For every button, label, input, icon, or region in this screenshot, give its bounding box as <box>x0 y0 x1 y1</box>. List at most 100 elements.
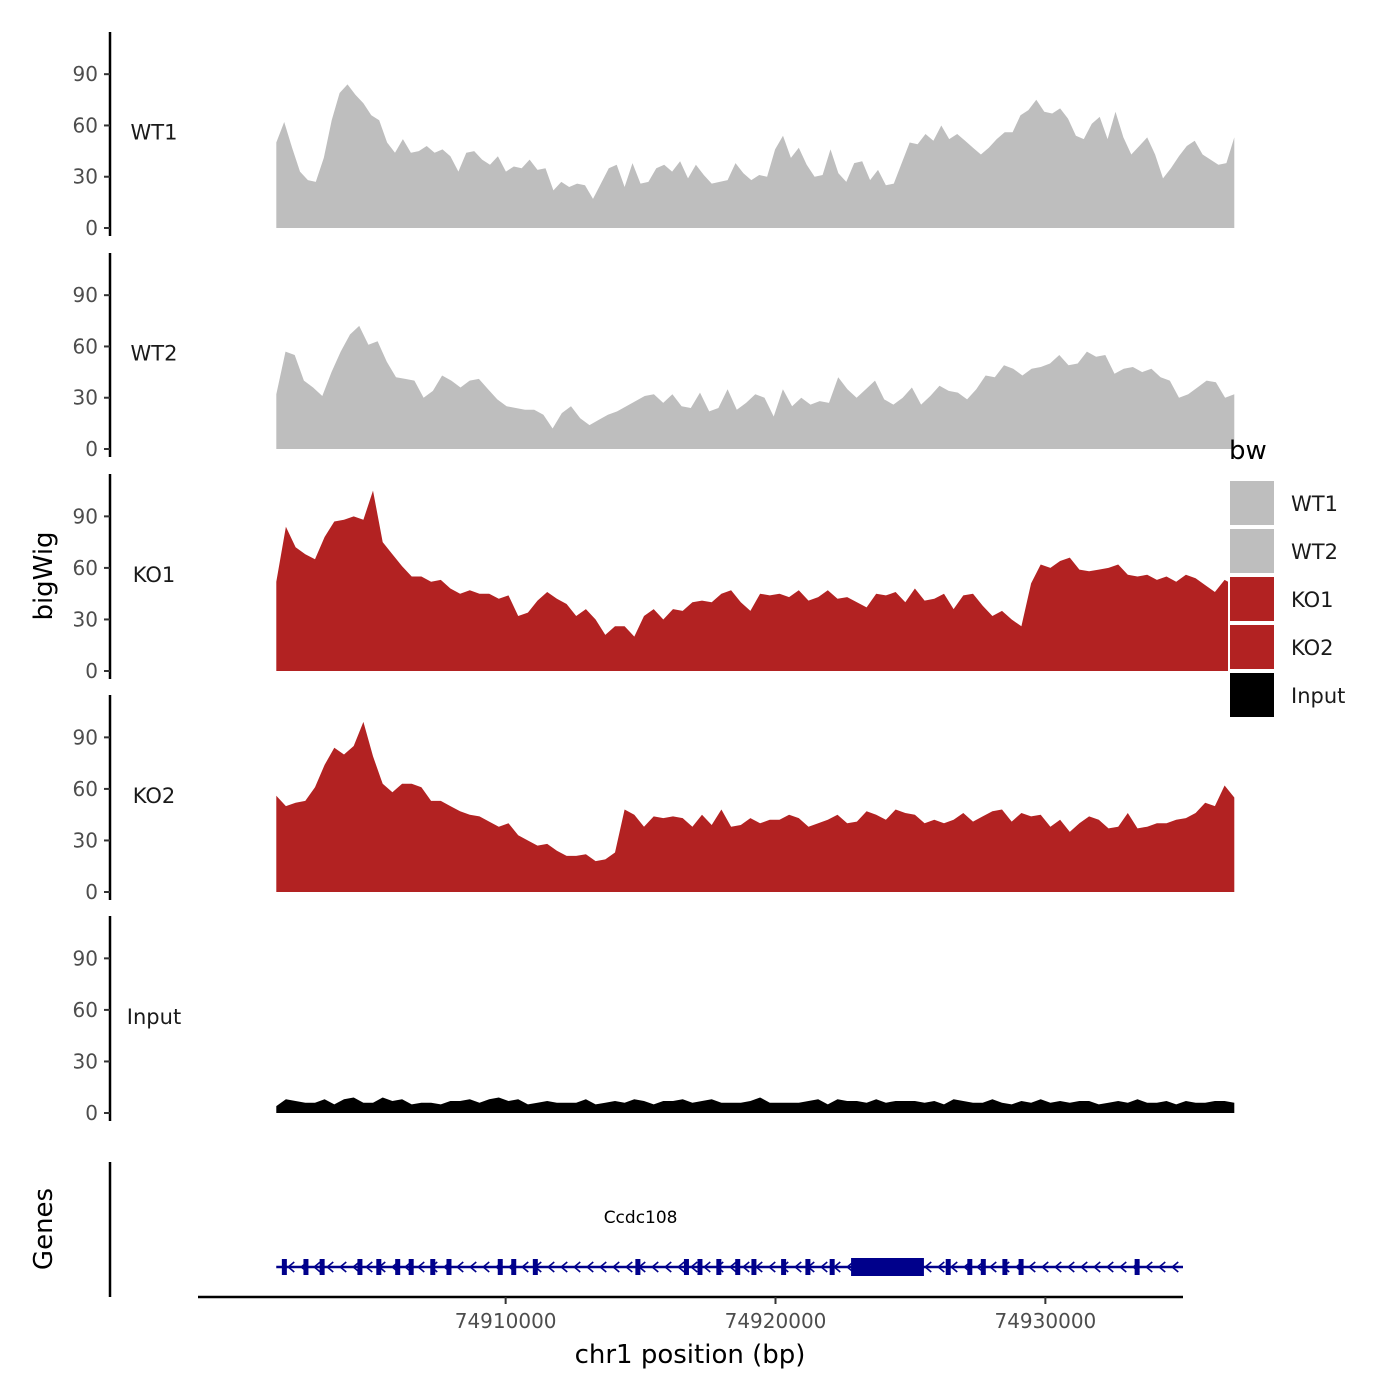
legend-title: bw <box>1229 436 1267 466</box>
legend-swatch-wt1 <box>1228 479 1276 527</box>
legend: bw WT1 WT2 KO1 KO2 Input <box>1228 436 1345 719</box>
strand-arrow <box>1054 1261 1062 1273</box>
strand-arrow <box>599 1261 607 1273</box>
gene-exon <box>395 1259 401 1275</box>
legend-label-input: Input <box>1291 684 1345 708</box>
gene-exon <box>683 1259 689 1275</box>
track-label-wt1: WT1 <box>131 120 178 144</box>
legend-label-ko1: KO1 <box>1291 588 1334 612</box>
strand-arrow <box>768 1261 776 1273</box>
strand-arrow <box>742 1261 750 1273</box>
strand-arrow <box>703 1261 711 1273</box>
strand-arrow <box>365 1261 373 1273</box>
y-tick-label: 60 <box>73 998 98 1022</box>
coverage-area-ko2 <box>276 721 1235 892</box>
track-input: 0 30 60 90 Input <box>73 916 1235 1125</box>
gene-exon <box>532 1259 538 1275</box>
x-axis: chr1 position (bp) 74910000 74920000 74930… <box>198 1295 1183 1370</box>
track-wt2: 0 30 60 90 WT2 <box>73 253 1235 461</box>
strand-arrow <box>469 1261 477 1273</box>
strand-arrow <box>547 1261 555 1273</box>
strand-arrow <box>1158 1261 1166 1273</box>
strand-arrow <box>1080 1261 1088 1273</box>
strand-arrow <box>794 1261 802 1273</box>
legend-label-wt1: WT1 <box>1291 492 1338 516</box>
x-tick-label: 74930000 <box>994 1309 1096 1333</box>
track-wt1: 0 30 60 90 WT1 <box>73 32 1235 240</box>
x-tick-label: 74910000 <box>455 1309 557 1333</box>
strand-arrow <box>950 1261 958 1273</box>
strand-arrow <box>625 1261 633 1273</box>
x-tick-label: 74920000 <box>725 1309 827 1333</box>
track-label-wt2: WT2 <box>131 341 178 365</box>
gene-exon <box>735 1259 741 1275</box>
strand-arrow <box>482 1261 490 1273</box>
legend-swatch-wt2 <box>1228 527 1276 575</box>
gene-exon <box>967 1259 973 1275</box>
y-tick-label: 30 <box>73 607 98 631</box>
strand-arrow <box>586 1261 594 1273</box>
gene-exon <box>357 1259 363 1275</box>
legend-swatch-input <box>1228 671 1276 719</box>
strand-arrow <box>820 1261 828 1273</box>
strand-arrow <box>1093 1261 1101 1273</box>
y-tick-label: 90 <box>73 62 98 86</box>
coverage-tracks: 0 30 60 90 WT1 0 30 60 90 WT2 0 30 60 90 KO1 0 30 60 90 KO2… <box>73 32 1235 1125</box>
legend-label-ko2: KO2 <box>1291 636 1334 660</box>
strand-arrow <box>924 1261 932 1273</box>
gene-exon <box>635 1259 641 1275</box>
strand-arrow <box>1106 1261 1114 1273</box>
strand-arrow <box>1041 1261 1049 1273</box>
gene-exon <box>376 1259 382 1275</box>
strand-arrow <box>417 1261 425 1273</box>
y-tick-label: 30 <box>73 1049 98 1073</box>
strand-arrow <box>1171 1261 1179 1273</box>
y-tick-label: 0 <box>85 437 98 461</box>
y-tick-label: 60 <box>73 777 98 801</box>
gene-exon <box>945 1259 951 1275</box>
gene-exon <box>1002 1259 1008 1275</box>
gene-exon <box>511 1259 517 1275</box>
genes-track: Genes Ccdc108 <box>29 1162 1183 1297</box>
gene-exon <box>408 1259 414 1275</box>
strand-arrow <box>521 1261 529 1273</box>
y-tick-label: 30 <box>73 165 98 189</box>
strand-arrow <box>651 1261 659 1273</box>
strand-arrow <box>989 1261 997 1273</box>
strand-arrow <box>1145 1261 1153 1273</box>
strand-arrow <box>677 1261 685 1273</box>
track-label-input: Input <box>127 1005 181 1029</box>
y-tick-label: 30 <box>73 386 98 410</box>
strand-arrow <box>456 1261 464 1273</box>
gene-exon <box>751 1259 757 1275</box>
gene-exon <box>319 1259 325 1275</box>
y-tick-label: 60 <box>73 334 98 358</box>
strand-arrow <box>612 1261 620 1273</box>
gene-exon <box>1018 1259 1024 1275</box>
coverage-area-wt2 <box>276 325 1235 449</box>
genes-track-title: Genes <box>29 1188 59 1270</box>
strand-arrow <box>573 1261 581 1273</box>
y-tick-label: 30 <box>73 828 98 852</box>
strand-arrow <box>729 1261 737 1273</box>
gene-exon <box>980 1259 986 1275</box>
legend-swatch-ko2 <box>1228 623 1276 671</box>
gene-exon <box>497 1259 503 1275</box>
y-tick-label: 60 <box>73 113 98 137</box>
strand-arrow <box>1028 1261 1036 1273</box>
legend-label-wt2: WT2 <box>1291 540 1338 564</box>
strand-arrow <box>664 1261 672 1273</box>
coverage-area-input <box>276 1097 1235 1113</box>
strand-arrow <box>1067 1261 1075 1273</box>
strand-arrow <box>339 1261 347 1273</box>
gene-name-label: Ccdc108 <box>604 1208 678 1228</box>
strand-arrow <box>937 1261 945 1273</box>
x-axis-title: chr1 position (bp) <box>575 1340 806 1370</box>
y-tick-label: 0 <box>85 216 98 240</box>
strand-arrow <box>1119 1261 1127 1273</box>
y-tick-label: 90 <box>73 504 98 528</box>
strand-arrow <box>690 1261 698 1273</box>
gene-exon <box>781 1259 787 1275</box>
